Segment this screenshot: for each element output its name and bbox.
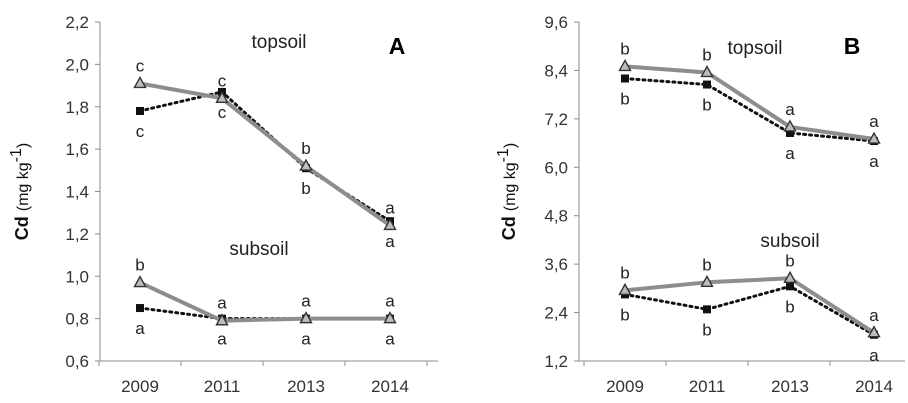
topsoil-dotted-line (138, 90, 392, 223)
topsoil-significance-label: c (136, 122, 145, 141)
subsoil-square-marker (703, 305, 711, 314)
topsoil-significance-label: b (620, 90, 629, 109)
y-axis-title: Cd (mg kg-1) (8, 143, 32, 240)
subsoil-significance-label: a (301, 292, 311, 311)
panel-b-chart: 1,2 2,4 3,6 4,8 6,0 7,2 8,4 9,6 2009 2011 2013 2014… (495, 13, 905, 396)
region-label-subsoil: subsoil (760, 231, 819, 252)
y-tick-label: 3,6 (544, 255, 568, 274)
subsoil-solid-line (139, 280, 390, 323)
y-tick-label: 0,8 (65, 310, 89, 329)
y-tick-label: 6,0 (544, 158, 568, 177)
subsoil-significance-label: a (135, 319, 145, 338)
topsoil-significance-label: c (218, 103, 227, 122)
region-label-subsoil: subsoil (229, 239, 288, 260)
topsoil-significance-label: a (785, 144, 795, 163)
topsoil-solid-line (624, 64, 875, 142)
y-tick-label: 2,4 (544, 304, 568, 323)
subsoil-significance-label: a (217, 294, 227, 313)
y-axis-title: Cd (mg kg-1) (495, 143, 519, 240)
region-label-topsoil: topsoil (728, 38, 783, 59)
topsoil-triangle-marker (700, 64, 714, 78)
subsoil-significance-label: b (702, 255, 711, 274)
subsoil-significance-label: a (217, 330, 227, 349)
subsoil-solid-line (624, 276, 876, 335)
y-tick-label: 8,4 (544, 61, 568, 80)
y-tick-label: 1,0 (65, 267, 89, 286)
subsoil-significance-label: a (301, 330, 311, 349)
topsoil-square-marker (136, 106, 144, 115)
topsoil-significance-label: a (385, 232, 395, 251)
topsoil-significance-label: a (869, 112, 879, 131)
topsoil-triangle-marker (383, 217, 397, 231)
x-tick-label: 2013 (771, 377, 809, 396)
y-tick-label: 1,2 (544, 352, 568, 371)
topsoil-triangle-marker (618, 58, 632, 72)
y-tick-label: 0,6 (65, 352, 89, 371)
topsoil-triangle-marker (867, 131, 881, 144)
subsoil-triangle-marker (299, 311, 313, 324)
topsoil-triangle-marker (299, 158, 313, 171)
subsoil-significance-label: b (135, 256, 144, 275)
topsoil-significance-label: a (385, 198, 395, 217)
topsoil-significance-label: b (702, 96, 711, 115)
y-tick-label: 7,2 (544, 110, 568, 129)
y-tick-label: 2,2 (65, 13, 89, 32)
subsoil-significance-label: a (385, 292, 395, 311)
x-tick-label: 2011 (204, 377, 241, 396)
topsoil-square-marker (703, 80, 711, 89)
subsoil-significance-label: b (620, 305, 629, 324)
panel-letter-a: A (389, 33, 406, 59)
subsoil-triangle-marker (383, 311, 397, 324)
y-tick-label: 1,6 (65, 140, 89, 159)
subsoil-significance-label: b (785, 297, 794, 316)
panel-letter-b: B (844, 33, 861, 59)
topsoil-triangle-marker (783, 119, 797, 132)
y-tick-label: 9,6 (544, 13, 568, 32)
subsoil-triangle-marker (700, 274, 714, 288)
y-tick-label: 2,0 (65, 55, 89, 74)
y-tick-label: 1,2 (65, 225, 89, 244)
subsoil-square-marker (136, 304, 144, 313)
subsoil-dotted-line (623, 284, 876, 337)
subsoil-significance-label: b (785, 251, 794, 270)
subsoil-triangle-marker (133, 275, 147, 288)
x-tick-label: 2011 (689, 377, 726, 396)
topsoil-significance-label: b (620, 39, 629, 58)
topsoil-dotted-line (623, 77, 876, 143)
y-tick-label: 4,8 (544, 207, 568, 226)
subsoil-significance-label: b (620, 263, 629, 282)
x-tick-label: 2013 (287, 377, 325, 396)
topsoil-significance-label: c (218, 71, 227, 90)
subsoil-triangle-marker (783, 270, 797, 283)
x-tick-label: 2009 (121, 377, 159, 396)
topsoil-significance-label: b (702, 45, 711, 64)
subsoil-triangle-marker (618, 282, 632, 296)
y-tick-label: 1,4 (65, 183, 89, 202)
panel-a-chart: 0,6 0,8 1,0 1,2 1,4 1,6 1,8 2,0 2,2 2009 2011 2013 2… (8, 13, 438, 396)
topsoil-square-marker (621, 74, 629, 83)
topsoil-significance-label: c (136, 56, 145, 75)
y-tick-label: 1,8 (65, 98, 89, 117)
topsoil-square-marker (786, 128, 794, 137)
subsoil-significance-label: a (869, 346, 879, 365)
subsoil-significance-label: a (869, 306, 879, 325)
topsoil-significance-label: a (785, 100, 795, 119)
subsoil-significance-label: a (385, 330, 395, 349)
topsoil-solid-line (139, 81, 392, 228)
region-label-topsoil: topsoil (252, 32, 307, 53)
topsoil-significance-label: b (301, 139, 310, 158)
x-tick-label: 2014 (371, 377, 409, 396)
topsoil-significance-label: a (869, 152, 879, 171)
x-tick-label: 2009 (606, 377, 644, 396)
topsoil-triangle-marker (133, 75, 147, 89)
topsoil-triangle-marker (215, 90, 229, 103)
subsoil-triangle-marker (867, 325, 881, 338)
subsoil-significance-label: b (702, 320, 711, 339)
subsoil-square-marker (786, 282, 794, 291)
topsoil-significance-label: b (301, 179, 310, 198)
x-tick-label: 2014 (855, 377, 893, 396)
subsoil-triangle-marker (215, 313, 229, 326)
